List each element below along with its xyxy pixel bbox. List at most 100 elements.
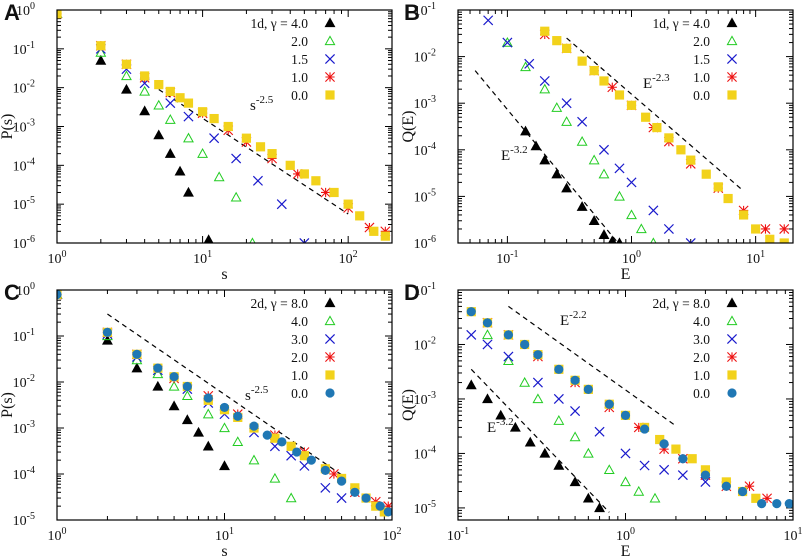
data-point <box>626 100 637 110</box>
data-point <box>603 464 615 475</box>
series-0.0 <box>466 307 793 509</box>
data-point <box>701 169 711 179</box>
legend-marker <box>727 352 737 362</box>
data-point <box>562 43 572 53</box>
data-point <box>620 410 631 420</box>
guide-line <box>508 305 677 427</box>
axis-ticks <box>457 9 794 244</box>
legend-label: 2.0 <box>291 34 308 49</box>
legend-label: 0.0 <box>693 386 710 401</box>
data-point <box>241 133 252 143</box>
data-point <box>520 61 531 72</box>
series-1.0 <box>539 29 790 234</box>
data-point <box>57 290 62 300</box>
guide-line-label: E-2.3 <box>643 72 670 92</box>
legend-label: 3.0 <box>693 332 710 347</box>
data-point <box>95 54 107 65</box>
data-point <box>639 424 650 434</box>
data-point <box>659 439 669 449</box>
legend-label: 0.0 <box>291 386 308 401</box>
series-1.5 <box>57 10 310 243</box>
data-point <box>582 492 594 503</box>
data-point <box>519 376 531 387</box>
x-axis-label: E <box>621 543 631 556</box>
legend-label: 1d, γ = 4.0 <box>251 16 309 31</box>
data-point <box>252 175 263 186</box>
data-point <box>197 148 209 158</box>
data-point <box>255 142 266 152</box>
data-point <box>588 154 600 165</box>
plot-frame <box>56 289 393 521</box>
data-point <box>154 79 164 90</box>
data-point <box>343 199 353 209</box>
data-point <box>267 153 278 164</box>
data-point <box>598 229 610 239</box>
x-tick-label: 102 <box>383 526 402 544</box>
data-point <box>495 409 507 420</box>
data-point <box>552 36 562 46</box>
y-tick-label: 10-4 <box>414 141 436 159</box>
data-point <box>355 211 365 221</box>
y-tick-label: 10-5 <box>414 499 436 517</box>
data-point <box>96 41 106 51</box>
chart-panel-b: B10-1 100 10110-610-510-410-310-210-1EQ(E)… <box>400 0 794 283</box>
data-point <box>183 98 194 108</box>
data-point <box>551 102 563 112</box>
x-tick-label: 102 <box>339 249 358 267</box>
series-0.0 <box>540 26 789 243</box>
y-tick-label: 10-1 <box>414 1 436 19</box>
data-point <box>553 415 565 425</box>
data-point <box>219 460 230 471</box>
data-point <box>676 145 686 155</box>
data-point <box>152 368 164 379</box>
data-point <box>174 165 186 176</box>
data-point <box>687 454 697 464</box>
y-tick-label: 10-4 <box>13 156 35 174</box>
data-point <box>751 493 761 503</box>
data-point <box>121 59 132 69</box>
y-tick-label: 10-1 <box>13 327 35 345</box>
y-axis-label: Q(E) <box>400 111 417 143</box>
guide-line <box>158 88 349 215</box>
x-tick-label: 100 <box>622 249 641 267</box>
legend-marker <box>324 315 336 326</box>
data-point <box>626 209 637 220</box>
data-point <box>626 177 637 188</box>
series-1.5 <box>483 15 696 243</box>
series-2.0 <box>501 36 657 243</box>
chart-panel-d: D10-1 100 10110-510-410-310-210-1EQ(E)E-2.… <box>400 280 803 556</box>
legend-label: 1d, γ = 4.0 <box>653 16 711 31</box>
data-point <box>635 223 647 234</box>
data-point <box>539 75 550 86</box>
data-point <box>320 187 331 198</box>
data-point <box>751 224 761 234</box>
data-point <box>232 436 244 447</box>
data-point <box>181 414 193 425</box>
data-point <box>102 327 113 337</box>
series-4.0 <box>482 329 661 503</box>
data-point <box>554 364 564 374</box>
data-point <box>641 112 651 122</box>
data-point <box>202 440 214 451</box>
y-tick-label: 10-3 <box>414 94 436 112</box>
legend-label: 0.0 <box>291 88 308 103</box>
data-point <box>723 193 733 204</box>
data-point <box>685 237 696 243</box>
data-point <box>223 121 233 132</box>
series-0.0 <box>57 10 390 241</box>
guide-line <box>470 368 610 513</box>
x-axis-label: s <box>221 543 227 556</box>
data-point <box>577 116 588 127</box>
data-point <box>311 176 321 186</box>
data-point <box>380 226 391 237</box>
data-point <box>203 234 214 243</box>
x-axis-label: s <box>221 266 227 283</box>
data-point <box>678 454 688 464</box>
data-point <box>648 205 659 216</box>
data-point <box>299 451 310 461</box>
y-tick-label: 10-2 <box>414 48 436 66</box>
legend-marker <box>727 388 737 398</box>
x-tick-label: 100 <box>48 526 67 544</box>
